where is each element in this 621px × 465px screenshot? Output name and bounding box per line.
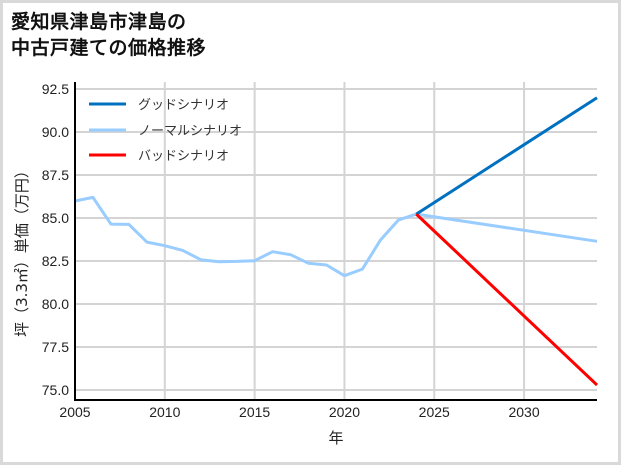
gridlines bbox=[75, 82, 597, 400]
y-tick-label: 77.5 bbox=[42, 339, 69, 355]
y-axis-label: 坪（3.3㎡）単価（万円） bbox=[13, 163, 31, 337]
series-line bbox=[74, 195, 598, 278]
legend-item: バッドシナリオ bbox=[89, 149, 229, 164]
x-tick-label: 2005 bbox=[59, 404, 90, 420]
x-tick-label: 2030 bbox=[508, 404, 539, 420]
legend-label: グッドシナリオ bbox=[138, 98, 229, 113]
legend-label: ノーマルシナリオ bbox=[138, 124, 242, 139]
y-tick-label: 75.0 bbox=[42, 382, 69, 398]
y-tick-label: 87.5 bbox=[42, 167, 69, 183]
y-tick-label: 92.5 bbox=[42, 81, 69, 97]
axes bbox=[74, 82, 597, 401]
legend-label: バッドシナリオ bbox=[138, 149, 229, 164]
y-tick-label: 85.0 bbox=[42, 210, 69, 226]
y-tick-label: 80.0 bbox=[42, 296, 69, 312]
x-tick-label: 2015 bbox=[239, 404, 270, 420]
legend-item: ノーマルシナリオ bbox=[89, 124, 242, 139]
chart-title-line-1: 愛知県津島市津島の bbox=[11, 11, 187, 33]
y-tick-label: 82.5 bbox=[42, 253, 69, 269]
chart-title-line-2: 中古戸建ての価格推移 bbox=[11, 37, 207, 59]
legend-item: グッドシナリオ bbox=[89, 98, 229, 113]
tick-labels: 75.0 77.5 80.0 82.5 85.0 87.5 90.0 92.5 2005 2010… bbox=[42, 81, 540, 420]
data-lines bbox=[74, 96, 599, 387]
series-line bbox=[415, 213, 599, 387]
x-axis-label: 年 bbox=[328, 429, 343, 447]
x-tick-label: 2010 bbox=[149, 404, 180, 420]
x-tick-label: 2020 bbox=[329, 404, 360, 420]
chart-title: 愛知県津島市津島の 中古戸建ての価格推移 bbox=[11, 9, 206, 61]
y-tick-label: 90.0 bbox=[42, 124, 69, 140]
x-tick-label: 2025 bbox=[419, 404, 450, 420]
series-line bbox=[415, 96, 598, 216]
